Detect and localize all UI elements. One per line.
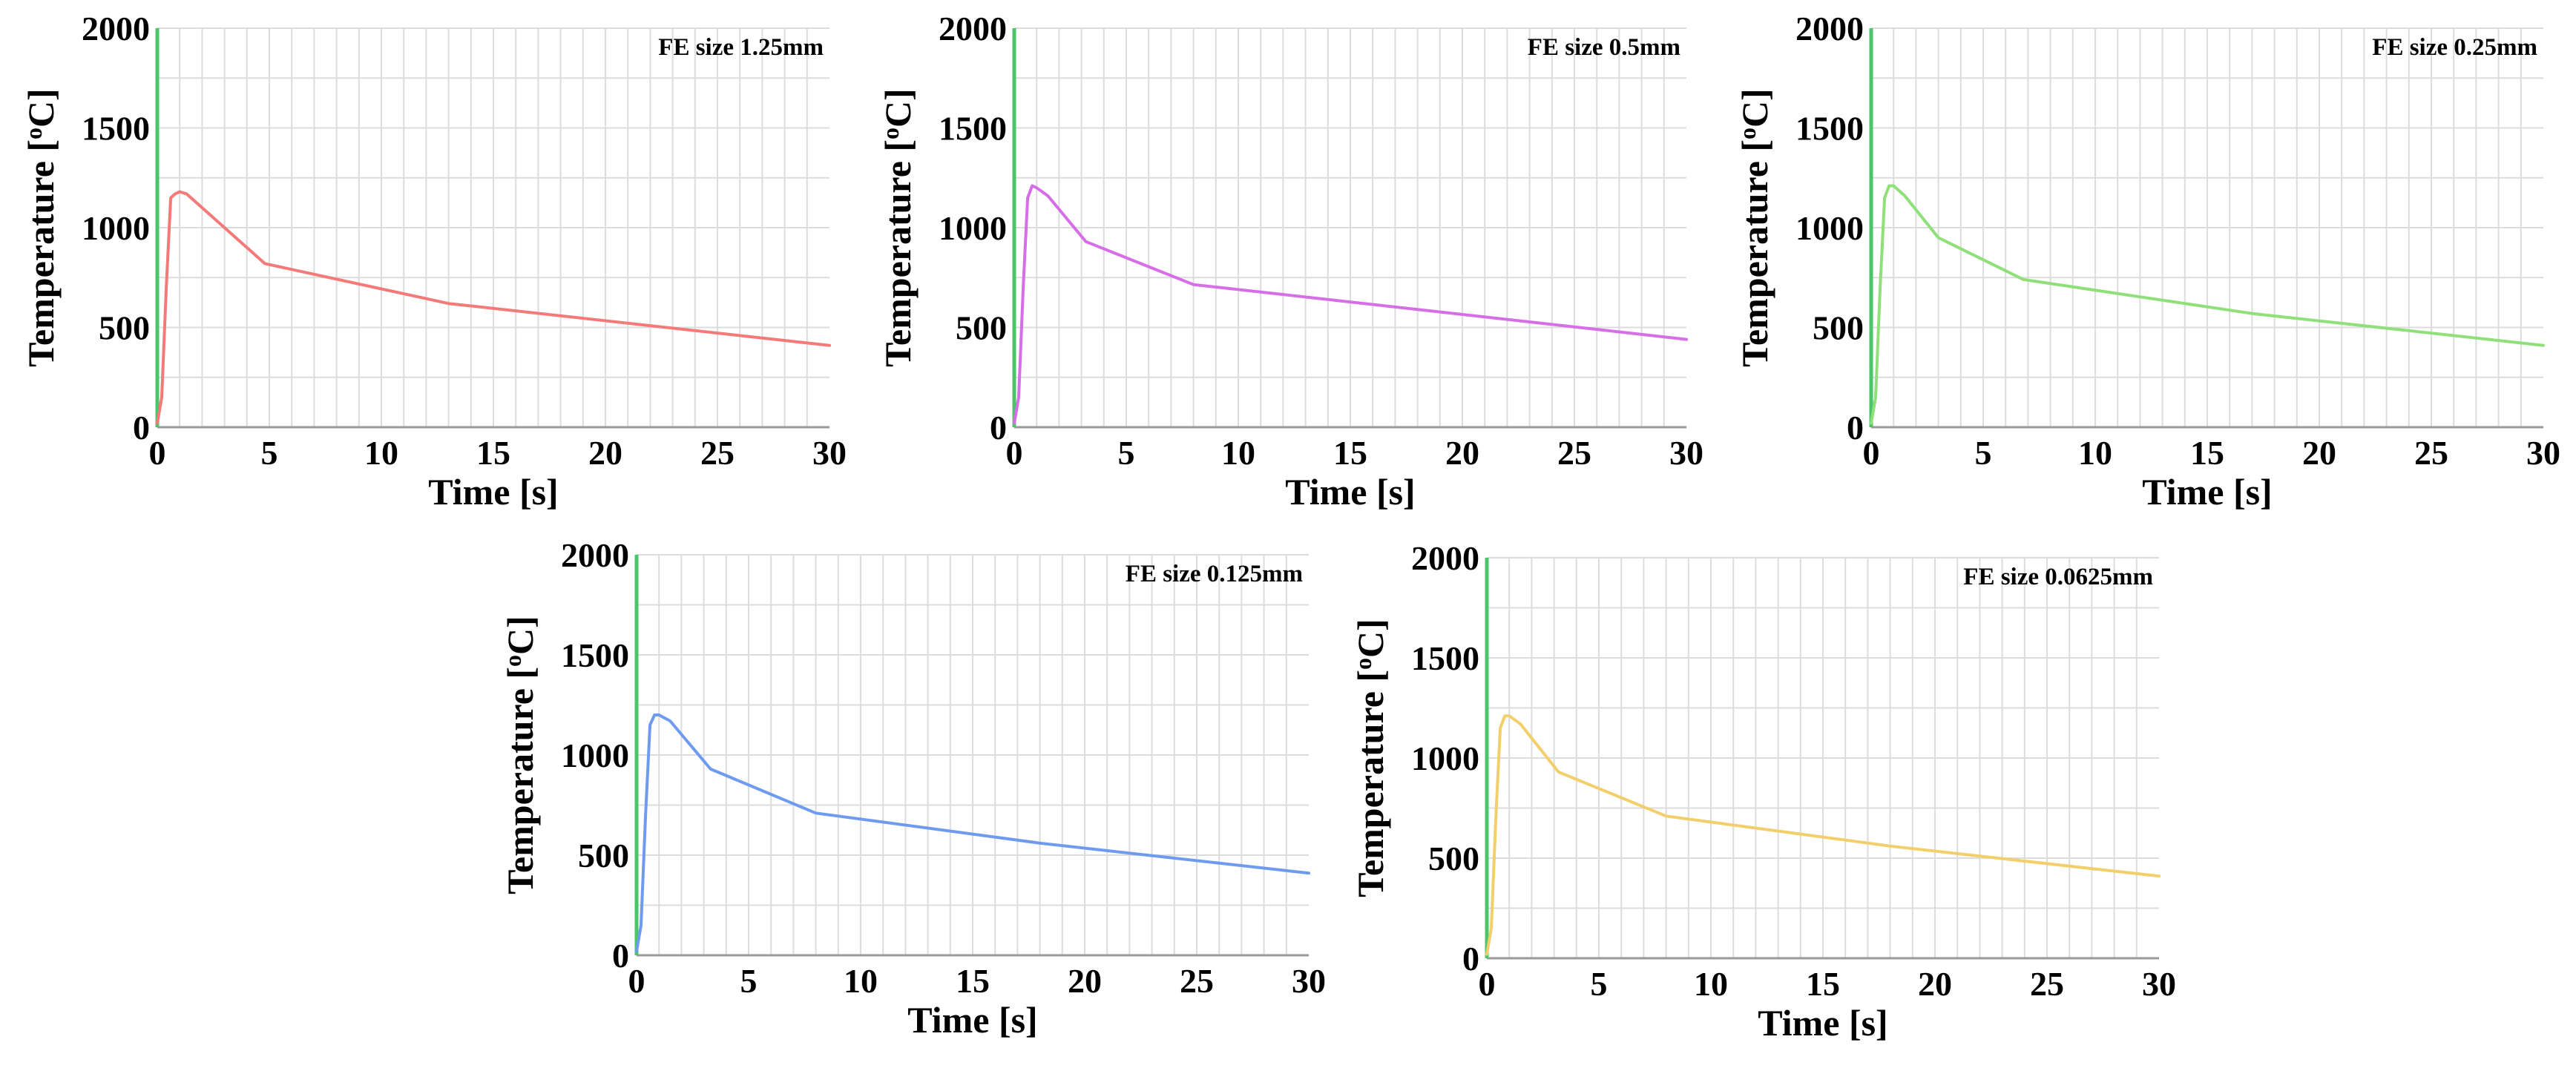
x-tick-label: 30: [2526, 434, 2560, 472]
y-tick-label: 1500: [561, 636, 629, 674]
series-line-fe-size-1.25mm: [156, 190, 831, 425]
series-line-fe-size-0.5mm: [1013, 184, 1688, 425]
y-tick-label: 2000: [561, 536, 629, 574]
x-tick-label: 0: [1863, 434, 1880, 472]
panel-title: FE size 0.0625mm: [1963, 564, 2153, 590]
y-tick-label: 500: [1428, 840, 1479, 877]
y-axis-title: Temperature [oC]: [1734, 88, 1775, 367]
chart-panel-5: 0 500 1000 1500 2000 0 5 10 15 20 25 30 Time [s] Temp…: [1350, 539, 2176, 1044]
x-tick-label: 25: [1180, 962, 1214, 1000]
y-axis-title: Temperature [oC]: [1350, 619, 1391, 897]
chart-panel-4: 0 500 1000 1500 2000 0 5 10 15 20 25 30 Time [s] Temp…: [499, 536, 1326, 1041]
y-tick-label: 500: [99, 309, 150, 347]
x-tick-label: 30: [1669, 434, 1703, 472]
y-tick-label: 2000: [939, 10, 1007, 47]
x-tick-label: 30: [1292, 962, 1326, 1000]
chart-panel-3: 0 500 1000 1500 2000 0 5 10 15 20 25 30 Time [s] Temp…: [1734, 10, 2560, 512]
series-line-fe-size-0.25mm: [1870, 184, 2545, 425]
x-tick-label: 20: [1918, 965, 1952, 1003]
x-tick-label: 25: [2414, 434, 2448, 472]
x-tick-label: 20: [1068, 962, 1102, 1000]
y-tick-label: 2000: [82, 10, 150, 47]
x-tick-label: 5: [740, 962, 758, 1000]
y-tick-label: 1000: [1411, 739, 1479, 777]
x-tick-label: 25: [2030, 965, 2064, 1003]
x-tick-label: 20: [588, 434, 622, 472]
x-tick-label: 15: [1333, 434, 1367, 472]
x-axis-title: Time [s]: [1758, 1002, 1887, 1044]
series-line-fe-size-0.0625mm: [1485, 714, 2161, 956]
y-tick-label: 1500: [939, 110, 1007, 148]
y-tick-label: 2000: [1411, 539, 1479, 577]
x-tick-label: 15: [2190, 434, 2224, 472]
y-tick-label: 0: [1462, 940, 1479, 978]
x-tick-label: 25: [700, 434, 735, 472]
y-axis-title: Temperature [oC]: [20, 88, 62, 367]
series-line-fe-size-0.125mm: [635, 713, 1310, 953]
x-tick-label: 0: [149, 434, 166, 472]
x-axis-title: Time [s]: [2142, 471, 2272, 512]
y-tick-label: 1500: [1795, 110, 1864, 148]
y-tick-label: 1000: [939, 209, 1007, 247]
x-tick-label: 15: [1806, 965, 1840, 1003]
x-tick-label: 0: [1479, 965, 1496, 1003]
chart-panel-1: 0 500 1000 1500 2000 0 5 10 15 20 25 30 Time [s] Temp…: [20, 10, 847, 512]
x-tick-label: 10: [1694, 965, 1728, 1003]
x-tick-label: 20: [2302, 434, 2336, 472]
y-tick-label: 2000: [1795, 10, 1864, 47]
x-axis-title: Time [s]: [428, 471, 558, 512]
x-axis-title: Time [s]: [907, 999, 1037, 1041]
x-tick-label: 5: [1975, 434, 1992, 472]
y-axis-title: Temperature [oC]: [877, 88, 919, 367]
y-tick-label: 1000: [82, 209, 150, 247]
chart-panel-2: 0 500 1000 1500 2000 0 5 10 15 20 25 30 Time [s] Temp…: [877, 10, 1703, 512]
y-tick-label: 1500: [1411, 639, 1479, 677]
panel-title: FE size 0.25mm: [2372, 34, 2537, 61]
y-tick-label: 1000: [561, 736, 629, 774]
y-tick-label: 500: [1813, 309, 1864, 347]
x-tick-label: 30: [2142, 965, 2176, 1003]
y-tick-label: 0: [133, 409, 150, 446]
x-tick-label: 25: [1557, 434, 1591, 472]
x-tick-label: 30: [812, 434, 847, 472]
panel-title: FE size 1.25mm: [658, 34, 824, 61]
x-axis-title: Time [s]: [1285, 471, 1415, 512]
y-axis-title: Temperature [oC]: [499, 616, 541, 894]
y-tick-label: 1500: [82, 110, 150, 148]
y-tick-label: 0: [990, 409, 1007, 446]
x-tick-label: 20: [1445, 434, 1479, 472]
x-tick-label: 5: [261, 434, 278, 472]
x-tick-label: 10: [844, 962, 878, 1000]
x-tick-label: 10: [1221, 434, 1255, 472]
y-tick-label: 0: [1847, 409, 1864, 446]
panel-title: FE size 0.125mm: [1126, 561, 1303, 587]
x-tick-label: 0: [628, 962, 645, 1000]
x-tick-label: 10: [2078, 434, 2112, 472]
x-tick-label: 5: [1591, 965, 1608, 1003]
y-tick-label: 1000: [1795, 209, 1864, 247]
x-tick-label: 5: [1118, 434, 1135, 472]
y-tick-label: 0: [612, 937, 629, 975]
y-tick-label: 500: [578, 837, 629, 874]
x-tick-label: 15: [956, 962, 990, 1000]
panel-title: FE size 0.5mm: [1528, 34, 1680, 61]
y-tick-label: 500: [956, 309, 1007, 347]
x-tick-label: 0: [1006, 434, 1023, 472]
x-tick-label: 15: [476, 434, 510, 472]
x-tick-label: 10: [364, 434, 398, 472]
